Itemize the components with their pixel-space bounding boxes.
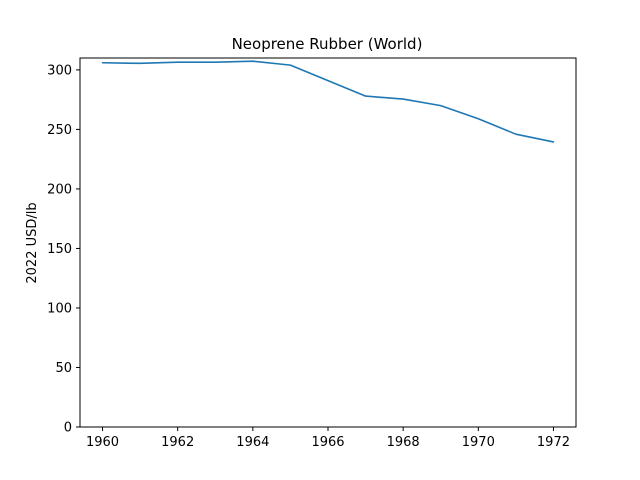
y-tick-label: 50	[55, 361, 72, 376]
x-tick-label: 1962	[161, 435, 194, 450]
y-tick-label: 150	[47, 242, 72, 257]
chart-title: Neoprene Rubber (World)	[232, 35, 423, 53]
x-tick-label: 1970	[462, 435, 495, 450]
x-tick-label: 1960	[86, 435, 119, 450]
y-tick-label: 250	[47, 123, 72, 138]
x-tick-label: 1968	[387, 435, 420, 450]
y-tick-label: 100	[47, 301, 72, 316]
y-axis: 0 50 100 150 200 250 300	[47, 63, 80, 436]
x-tick-label: 1964	[236, 435, 269, 450]
x-tick-label: 1966	[311, 435, 344, 450]
y-tick-label: 300	[47, 63, 72, 78]
x-axis: 1960 1962 1964 1966 1968 1970 1972	[86, 427, 570, 450]
series-layer	[101, 60, 555, 143]
x-tick-label: 1972	[537, 435, 570, 450]
y-axis-label: 2022 USD/lb	[25, 202, 40, 283]
plot-frame	[79, 57, 577, 428]
y-tick-label: 0	[64, 421, 72, 436]
series-line	[101, 60, 555, 143]
y-tick-label: 200	[47, 182, 72, 197]
